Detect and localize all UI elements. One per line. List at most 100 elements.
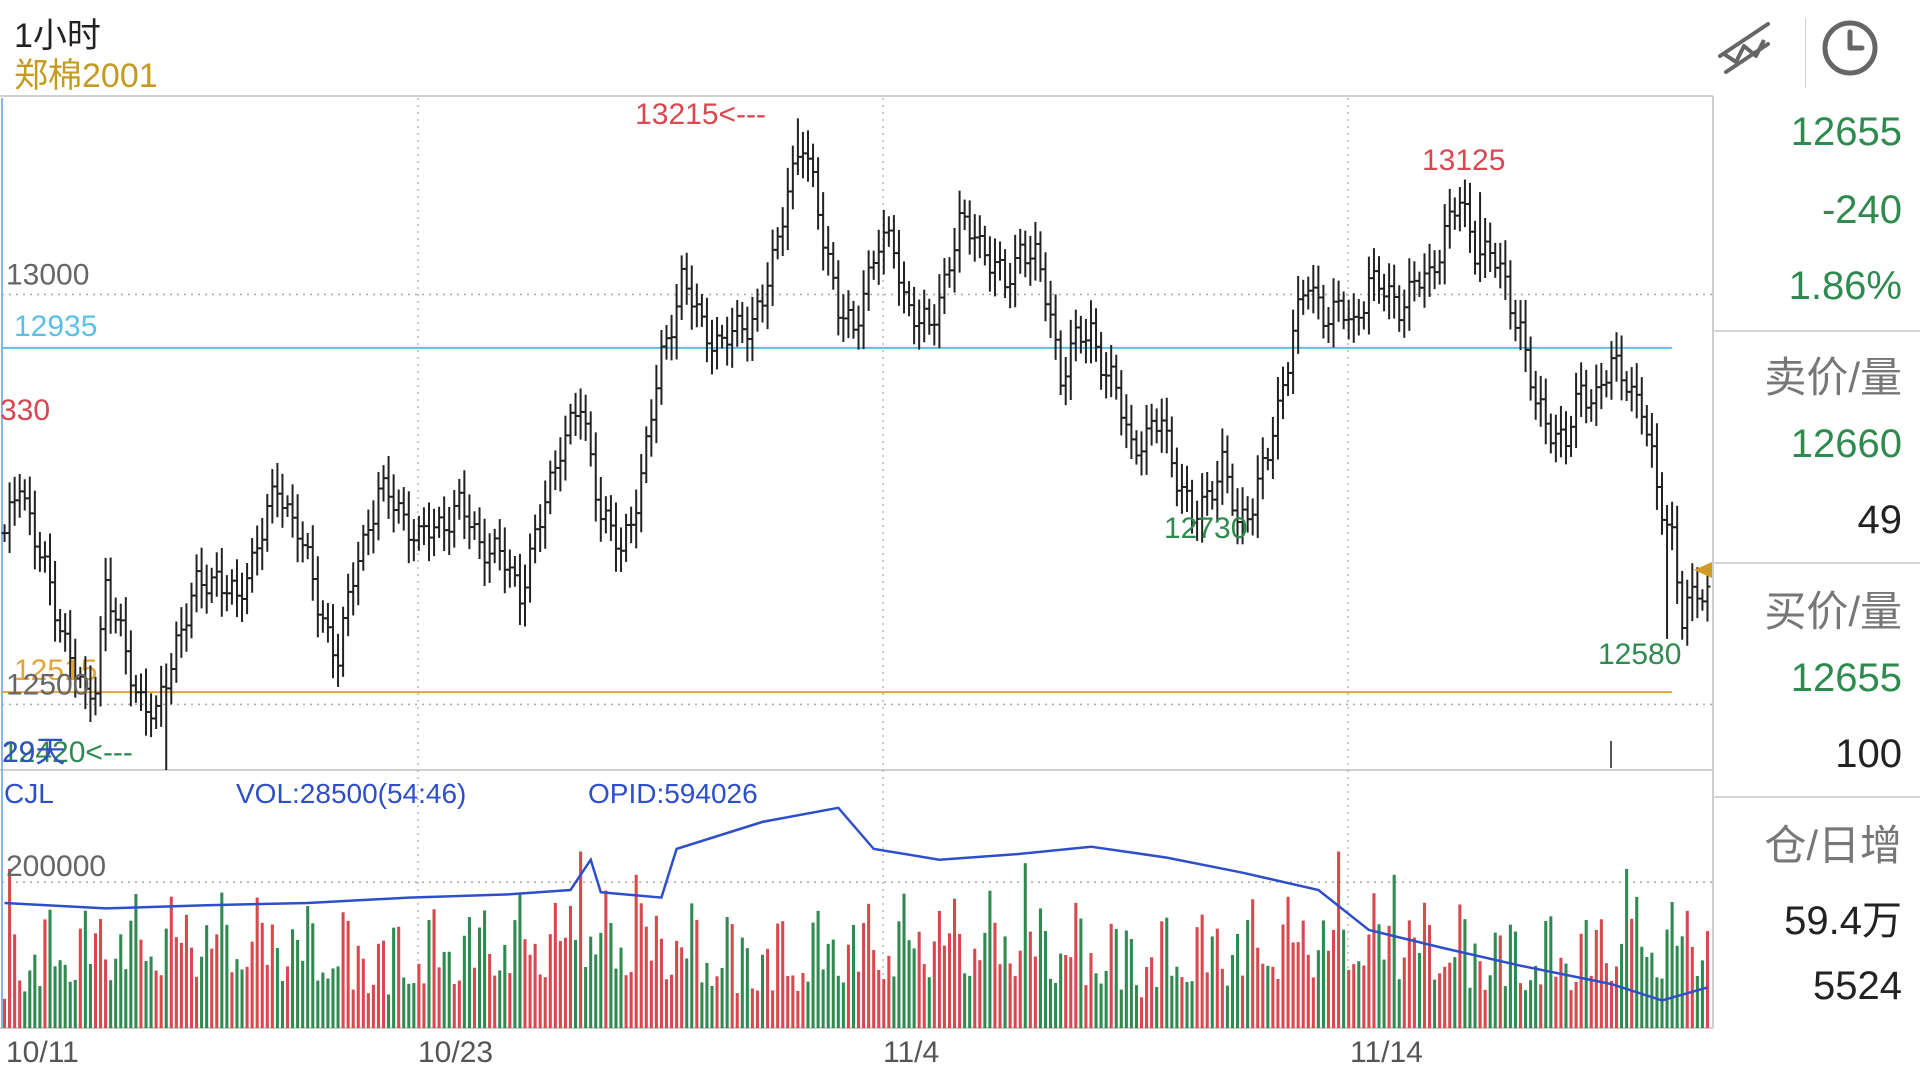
level-line-label: 12515 xyxy=(14,654,97,687)
price-annotation: 13125 xyxy=(1422,144,1505,177)
trendline-icon[interactable] xyxy=(1712,16,1776,80)
volume-bar xyxy=(725,917,729,1028)
price-bar xyxy=(148,693,155,738)
volume-bar xyxy=(1478,961,1482,1028)
volume-bar xyxy=(1150,957,1154,1028)
volume-bar xyxy=(508,973,512,1028)
volume-bar xyxy=(755,990,759,1028)
price-bar xyxy=(597,476,604,542)
price-bar xyxy=(1340,291,1347,330)
volume-bar xyxy=(1680,936,1684,1028)
volume-bar xyxy=(1554,976,1558,1028)
price-bar xyxy=(461,470,468,540)
volume-bar xyxy=(296,939,300,1028)
volume-bar xyxy=(1251,899,1255,1028)
price-bar xyxy=(1178,463,1185,514)
volume-bar xyxy=(1306,954,1310,1028)
price-bar xyxy=(759,284,766,323)
volume-bar xyxy=(1170,975,1174,1028)
level-line-label: 12935 xyxy=(14,310,97,343)
volume-bar xyxy=(1705,931,1709,1028)
volume-bar xyxy=(452,984,456,1028)
volume-bar xyxy=(801,973,805,1028)
price-bar xyxy=(734,300,741,347)
price-bars xyxy=(1,118,1711,770)
price-bar xyxy=(870,250,877,280)
price-bar xyxy=(1042,252,1049,322)
price-bar xyxy=(1224,435,1231,494)
volume-bar xyxy=(1564,963,1568,1028)
price-bar xyxy=(991,238,998,297)
volume-bar xyxy=(1230,954,1234,1028)
price-bar xyxy=(865,250,872,311)
volume-bar xyxy=(43,919,47,1028)
volume-bar xyxy=(1180,977,1184,1028)
volume-bar xyxy=(462,935,466,1028)
volume-bar xyxy=(867,903,871,1028)
opid-line xyxy=(4,806,1708,1002)
price-bar xyxy=(1573,372,1580,448)
volume-bar xyxy=(1332,929,1336,1028)
price-bar xyxy=(612,502,619,572)
volume-bar xyxy=(766,948,770,1028)
price-bar xyxy=(648,399,655,457)
price-bar xyxy=(228,569,235,605)
price-bar xyxy=(688,265,695,330)
period-label[interactable]: 1小时 xyxy=(14,17,101,55)
price-bar xyxy=(794,118,801,176)
clock-icon[interactable] xyxy=(1818,16,1882,80)
volume-bar xyxy=(1362,965,1366,1028)
volume-bar xyxy=(1463,919,1467,1028)
price-bar xyxy=(1669,501,1676,551)
volume-bar xyxy=(1690,946,1694,1028)
price-bar xyxy=(1285,362,1292,396)
volume-bar xyxy=(306,906,310,1028)
volume-bar xyxy=(1518,983,1523,1028)
volume-bar xyxy=(735,993,739,1028)
contract-name[interactable]: 郑棉2001 xyxy=(14,57,158,95)
price-bar xyxy=(355,541,362,606)
price-bar xyxy=(319,600,326,633)
price-bar xyxy=(860,270,867,350)
price-bar xyxy=(744,306,751,362)
price-bar xyxy=(703,297,710,363)
volume-bar xyxy=(579,851,583,1028)
volume-bar xyxy=(1604,963,1608,1028)
volume-bar xyxy=(250,941,254,1028)
price-bar xyxy=(1118,370,1125,436)
price-bar xyxy=(1608,341,1615,400)
price-bar xyxy=(1451,197,1458,230)
volume-bar xyxy=(1134,985,1138,1028)
volume-bar xyxy=(311,923,315,1028)
price-bar xyxy=(1441,204,1448,285)
price-bar xyxy=(365,509,372,556)
volume-bar xyxy=(862,923,866,1028)
price-bar xyxy=(158,665,165,727)
volume-bar xyxy=(988,890,992,1028)
bid-volume: 100 xyxy=(1835,732,1902,776)
volume-bar xyxy=(346,920,350,1028)
price-bar xyxy=(132,674,139,703)
price-bar xyxy=(36,532,43,572)
volume-bar xyxy=(1205,972,1209,1028)
x-tick-label: 11/4 xyxy=(883,1036,939,1069)
price-bar xyxy=(254,525,261,576)
price-bar xyxy=(259,517,266,571)
price-bar xyxy=(1360,301,1367,330)
volume-bar xyxy=(513,920,517,1028)
volume-bar xyxy=(1256,947,1260,1028)
volume-bar xyxy=(705,962,709,1028)
volume-bar xyxy=(846,944,850,1028)
volume-bar xyxy=(412,983,416,1028)
price-bar xyxy=(284,495,291,517)
volume-bar xyxy=(18,980,22,1028)
panel-divider xyxy=(1713,796,1920,798)
x-tick-label: 10/23 xyxy=(418,1036,493,1069)
volume-bar xyxy=(28,970,32,1028)
price-bar xyxy=(1522,300,1529,373)
volume-bar xyxy=(1276,979,1280,1028)
volume-bar xyxy=(442,951,446,1028)
volume-bar xyxy=(523,939,527,1028)
volume-bar xyxy=(664,979,669,1028)
